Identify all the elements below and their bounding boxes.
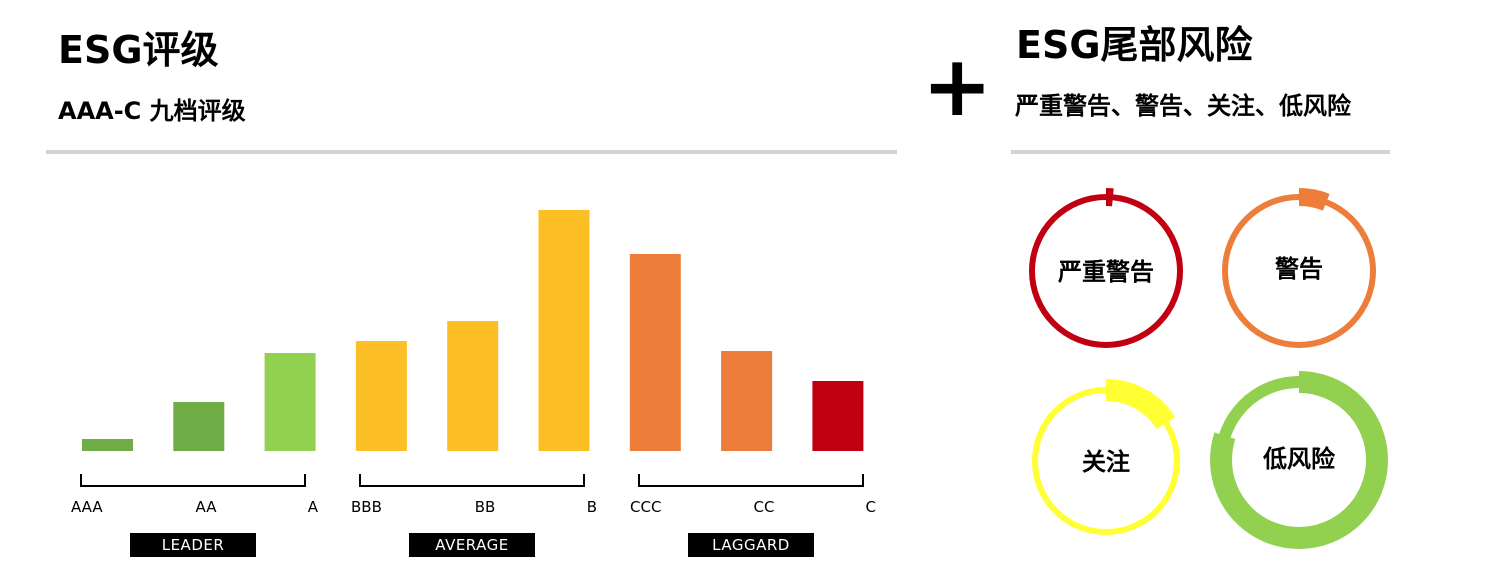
tick-label-bbb: BBB <box>351 498 382 516</box>
group-label-leader: LEADER <box>130 533 256 557</box>
bar-aaa <box>82 439 133 451</box>
risk-level-arc-2 <box>1216 188 1382 354</box>
right-divider <box>1011 150 1390 154</box>
left-divider <box>46 150 897 154</box>
bar-c <box>812 381 864 451</box>
tick-label-b: B <box>586 498 597 516</box>
bar-bb <box>447 321 499 451</box>
bracket-laggard <box>638 474 864 487</box>
tick-label-aa: AA <box>195 498 217 516</box>
bar-b <box>538 210 590 451</box>
risk-ring-label-3: 关注 <box>1082 448 1130 476</box>
risk-ring-label-2: 警告 <box>1275 255 1323 283</box>
risk-level-arc-1 <box>1023 188 1189 354</box>
bracket-leader <box>80 474 306 487</box>
bar-bbb <box>355 341 407 451</box>
tick-label-cc: CC <box>753 498 775 516</box>
esg-rating-bar-chart <box>80 210 864 487</box>
group-label-average: AVERAGE <box>409 533 535 557</box>
bar-aa <box>173 402 225 451</box>
tick-label-bb: BB <box>474 498 496 516</box>
rating-subtitle: AAA-C 九档评级 <box>58 97 246 125</box>
plus-sign: + <box>922 37 993 135</box>
tail-risk-subtitle: 严重警告、警告、关注、低风险 <box>1015 92 1351 120</box>
tail-risk-rings <box>1023 188 1388 549</box>
risk-ring-label-1: 严重警告 <box>1058 258 1154 286</box>
bar-ccc <box>629 254 681 451</box>
bar-cc <box>721 351 773 451</box>
tick-label-ccc: CCC <box>630 498 662 516</box>
tick-label-c: C <box>865 498 876 516</box>
tick-label-a: A <box>307 498 318 516</box>
bar-a <box>264 353 316 451</box>
risk-level-arc-3 <box>1024 379 1188 543</box>
bracket-average <box>359 474 585 487</box>
risk-level-arc-4 <box>1210 371 1388 549</box>
tick-label-aaa: AAA <box>71 498 103 516</box>
rating-title: ESG评级 <box>58 28 219 72</box>
tail-risk-title: ESG尾部风险 <box>1016 23 1253 67</box>
risk-ring-label-4: 低风险 <box>1263 445 1335 473</box>
group-label-laggard: LAGGARD <box>688 533 814 557</box>
